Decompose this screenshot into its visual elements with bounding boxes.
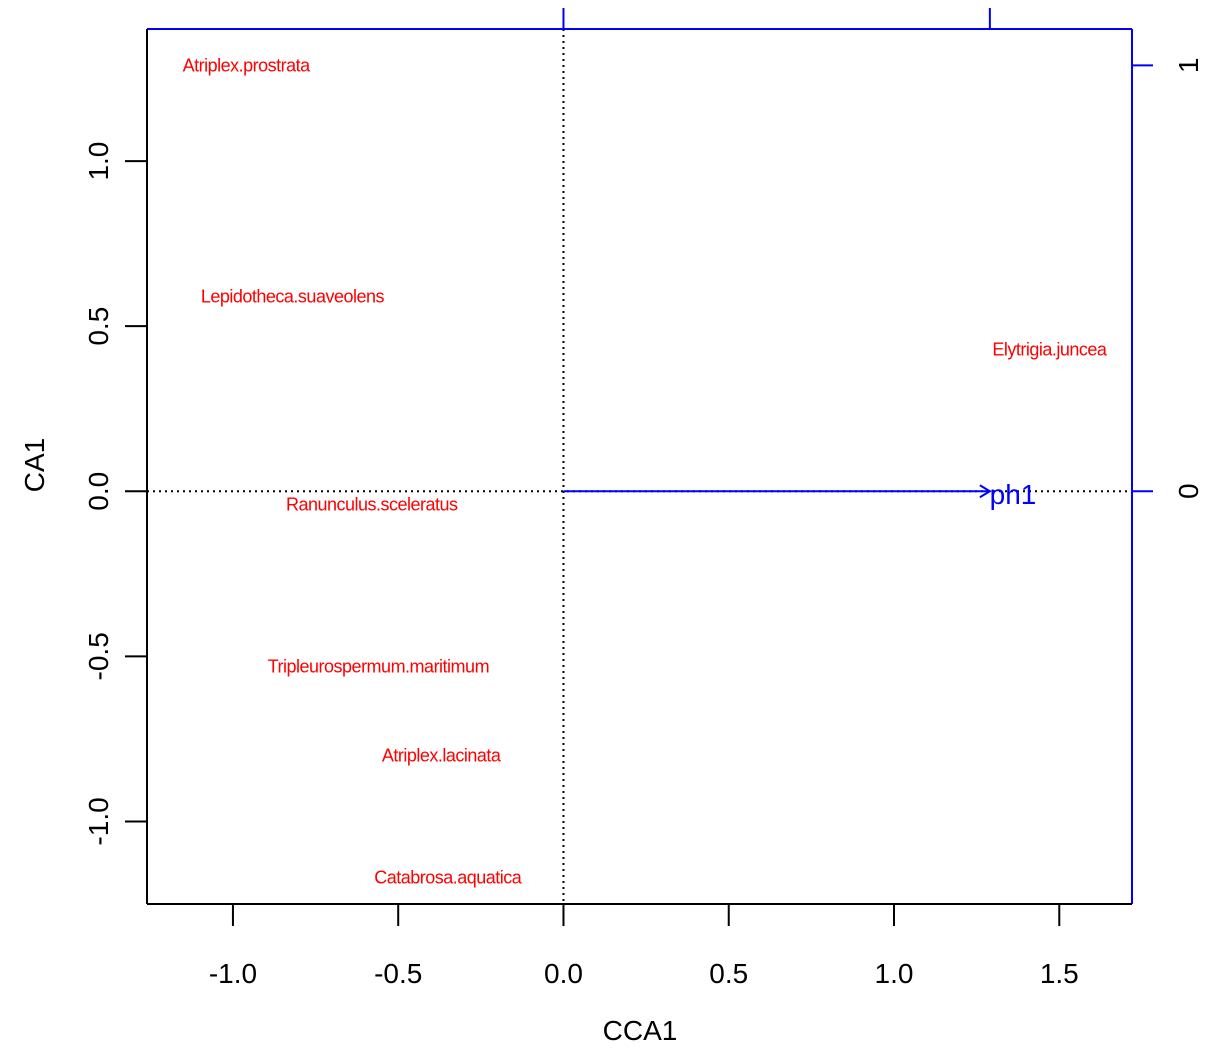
- y-axis-tick-label: -0.5: [83, 632, 114, 680]
- secondary-axes-layer: 01: [147, 8, 1204, 904]
- x-axis-tick-label: -0.5: [374, 958, 422, 989]
- species-label: Elytrigia.juncea: [992, 339, 1108, 359]
- species-label: Ranunculus.sceleratus: [286, 494, 458, 514]
- biplot-arrow-label: ph1: [990, 479, 1037, 510]
- secondary-right-tick-label: 0: [1173, 483, 1204, 499]
- primary-axes-layer: -1.0 -0.5 0.0 0.5 1.0 1.5 -1.0 -0.5 0.0 0.5 1.0: [83, 142, 1079, 989]
- secondary-right-tick-label: 1: [1173, 58, 1204, 74]
- species-labels-layer: Atriplex.prostrata Lepidotheca.suaveolens…: [183, 55, 1109, 888]
- y-axis-tick-label: 0.5: [83, 307, 114, 346]
- reference-lines-layer: [147, 29, 1132, 904]
- species-label: Catabrosa.aquatica: [374, 868, 523, 888]
- x-axis-tick-label: 1.0: [875, 958, 914, 989]
- biplot-arrows-layer: ph1: [563, 479, 1036, 510]
- species-label: Lepidotheca.suaveolens: [201, 286, 385, 306]
- plot-frame-layer: [146, 29, 1132, 905]
- x-axis-label: CCA1: [603, 1015, 678, 1046]
- y-axis-tick-label: 0.0: [83, 472, 114, 511]
- x-axis-tick-label: 0.0: [544, 958, 583, 989]
- y-axis-tick-label: 1.0: [83, 142, 114, 181]
- species-label: Atriplex.lacinata: [382, 745, 502, 765]
- species-label: Atriplex.prostrata: [183, 55, 312, 75]
- species-label: Tripleurospermum.maritimum: [268, 656, 489, 676]
- y-axis-tick-label: -1.0: [83, 797, 114, 845]
- biplot-arrow-head: [979, 484, 992, 499]
- y-axis-label: CA1: [19, 438, 50, 492]
- x-axis-tick-label: -1.0: [209, 958, 257, 989]
- x-axis-tick-label: 1.5: [1040, 958, 1079, 989]
- x-axis-tick-label: 0.5: [709, 958, 748, 989]
